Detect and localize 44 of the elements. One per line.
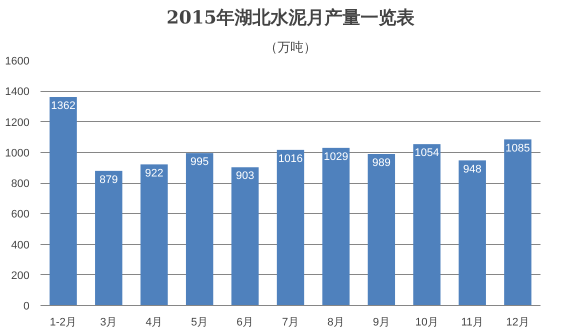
data-label: 995 [190, 156, 209, 168]
x-tick-label: 9月 [372, 316, 390, 328]
data-label: 1085 [506, 142, 530, 154]
bar [504, 139, 532, 306]
x-tick-label: 7月 [282, 316, 300, 328]
bar [231, 167, 259, 306]
x-tick-label: 6月 [236, 316, 254, 328]
bar [186, 153, 214, 306]
y-tick-label: 1600 [5, 56, 30, 68]
y-tick-label: 200 [11, 270, 30, 282]
data-label: 879 [100, 174, 118, 186]
bar [50, 96, 77, 306]
bar [458, 160, 486, 306]
bar [322, 148, 350, 306]
x-tick-label: 3月 [100, 316, 118, 328]
y-tick-label: 600 [11, 208, 30, 221]
bar [368, 154, 396, 306]
chart-subtitle: （万吨） [264, 40, 316, 56]
bar [413, 144, 440, 306]
x-tick-label: 8月 [327, 316, 345, 328]
y-tick-label: 800 [11, 178, 30, 190]
y-tick-label: 1200 [5, 116, 30, 129]
bar [140, 164, 168, 306]
bar [95, 170, 122, 306]
data-label: 922 [144, 167, 164, 180]
x-tick-label: 10月 [415, 316, 438, 328]
y-tick-label: 400 [11, 239, 30, 252]
x-tick-label: 12月 [506, 316, 530, 328]
x-tick-label: 5月 [191, 316, 208, 328]
chart-title: 2015年湖北水泥月产量一览表 [166, 8, 415, 28]
y-tick-label: 1000 [5, 147, 30, 160]
y-tick-label: 0 [23, 300, 30, 312]
data-label: 1016 [278, 152, 303, 165]
data-label: 1362 [50, 100, 76, 112]
y-tick-label: 1400 [5, 86, 30, 98]
bar [276, 150, 304, 306]
data-label: 948 [463, 163, 482, 176]
data-label: 903 [236, 170, 254, 182]
x-tick-label: 11月 [461, 316, 484, 328]
x-tick-label: 4月 [146, 316, 163, 328]
data-label: 989 [372, 157, 391, 170]
data-label: 1029 [324, 150, 348, 163]
data-label: 1054 [414, 147, 440, 160]
x-tick-label: 1-2月 [50, 316, 77, 328]
